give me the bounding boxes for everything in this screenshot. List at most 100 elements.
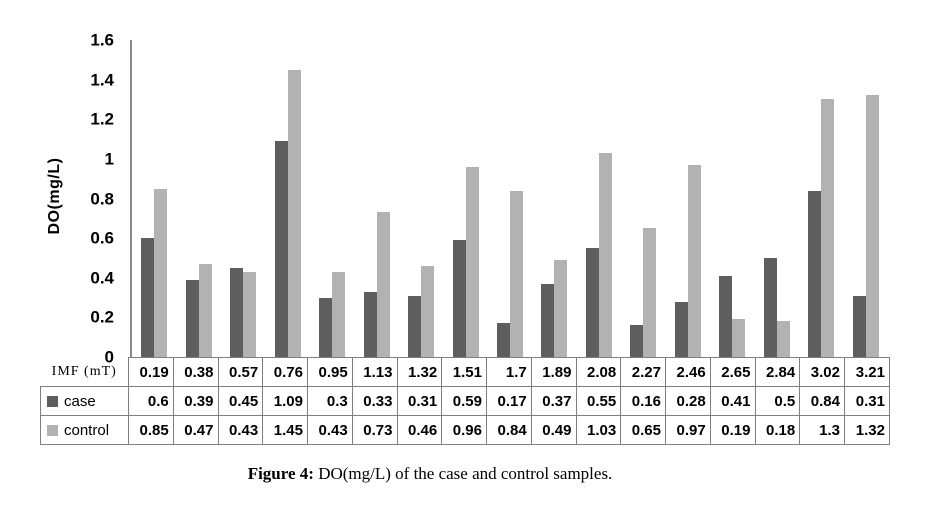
value-cell: 0.28 bbox=[665, 386, 711, 416]
bar-control bbox=[243, 271, 257, 357]
category-cell: 1.89 bbox=[530, 357, 577, 387]
bar-control bbox=[687, 164, 701, 357]
y-tick-label: 0.6 bbox=[90, 228, 114, 248]
value-cell: 0.43 bbox=[307, 415, 353, 445]
bar-group bbox=[799, 40, 843, 357]
bar-control bbox=[643, 228, 657, 357]
table-row-case: case 0.6 0.39 0.45 1.09 0.3 0.33 0.31 0.59 0.17 0.… bbox=[40, 386, 890, 416]
bar-control bbox=[598, 152, 612, 357]
category-cell: 1.32 bbox=[396, 357, 443, 387]
value-cell: 0.39 bbox=[172, 386, 219, 416]
bar-control bbox=[865, 95, 879, 357]
bar-case bbox=[852, 295, 866, 357]
bar-control bbox=[509, 190, 523, 357]
series-name-label: control bbox=[64, 421, 110, 439]
bar-case bbox=[141, 238, 155, 357]
category-cell: 1.51 bbox=[441, 357, 487, 387]
value-cell: 0.19 bbox=[709, 415, 756, 445]
bar-case bbox=[319, 297, 333, 357]
category-cell: 0.95 bbox=[307, 357, 353, 387]
value-cell: 0.43 bbox=[217, 415, 264, 445]
data-table-body: IMF (mT) 0.19 0.38 0.57 0.76 0.95 1.13 1.32 1.51… bbox=[40, 357, 890, 445]
figure-caption: Figure 4: DO(mg/L) of the case and contr… bbox=[0, 464, 860, 484]
category-cell: 0.19 bbox=[128, 357, 174, 387]
bar-group bbox=[621, 40, 665, 357]
data-table: IMF (mT) 0.19 0.38 0.57 0.76 0.95 1.13 1.32 1.51… bbox=[40, 357, 890, 445]
value-cell: 1.03 bbox=[575, 415, 622, 445]
value-cell: 0.6 bbox=[128, 386, 174, 416]
bar-case bbox=[630, 325, 644, 357]
bar-group bbox=[354, 40, 398, 357]
y-tick-label: 0.2 bbox=[90, 307, 114, 327]
category-cell: 2.08 bbox=[575, 357, 622, 387]
bar-group bbox=[710, 40, 754, 357]
bar-case bbox=[363, 291, 377, 357]
value-cell: 0.16 bbox=[620, 386, 666, 416]
bar-control bbox=[154, 188, 168, 357]
bar-control bbox=[287, 69, 301, 357]
bar-control bbox=[821, 99, 835, 357]
bar-group bbox=[488, 40, 532, 357]
caption-prefix: Figure 4: bbox=[247, 464, 314, 483]
bar-case bbox=[408, 295, 422, 357]
series-name-label: case bbox=[64, 392, 96, 410]
value-cell: 0.84 bbox=[486, 415, 532, 445]
value-cell: 0.97 bbox=[665, 415, 711, 445]
y-tick-label: 1 bbox=[104, 149, 114, 169]
category-cell: 2.46 bbox=[665, 357, 711, 387]
value-cell: 0.96 bbox=[441, 415, 487, 445]
value-cell: 0.17 bbox=[486, 386, 532, 416]
x-axis-title-cell: IMF (mT) bbox=[51, 363, 117, 379]
y-tick-label: 1.2 bbox=[90, 109, 114, 129]
bar-control bbox=[732, 319, 746, 357]
legend-cell-control: control bbox=[40, 415, 129, 445]
value-cell: 1.32 bbox=[844, 415, 890, 445]
legend-cell-case: case bbox=[40, 386, 129, 416]
bar-group bbox=[176, 40, 220, 357]
table-row-categories: IMF (mT) 0.19 0.38 0.57 0.76 0.95 1.13 1.32 1.51… bbox=[41, 357, 890, 387]
value-cell: 0.65 bbox=[620, 415, 666, 445]
value-cell: 1.09 bbox=[262, 386, 308, 416]
bar-control bbox=[776, 321, 790, 357]
bar-case bbox=[452, 240, 466, 357]
bar-case bbox=[496, 323, 510, 357]
y-tick-label: 0.4 bbox=[90, 268, 114, 288]
category-cell: 1.7 bbox=[486, 357, 532, 387]
category-cell: 2.27 bbox=[620, 357, 666, 387]
bar-group bbox=[532, 40, 576, 357]
value-cell: 0.49 bbox=[530, 415, 577, 445]
value-cell: 0.46 bbox=[396, 415, 443, 445]
value-cell: 0.41 bbox=[709, 386, 756, 416]
bar-case bbox=[274, 141, 288, 357]
y-tick-label: 0.8 bbox=[90, 189, 114, 208]
bar-control bbox=[198, 263, 212, 357]
value-cell: 0.45 bbox=[217, 386, 264, 416]
bar-case bbox=[541, 283, 555, 357]
y-axis-ticks: 0 0.2 0.4 0.6 0.8 1 1.2 1.4 1.6 bbox=[0, 32, 122, 366]
bar-group bbox=[310, 40, 354, 357]
y-tick-label: 1.6 bbox=[90, 30, 114, 50]
bar-control bbox=[554, 259, 568, 357]
value-cell: 0.59 bbox=[441, 386, 487, 416]
bar-group bbox=[844, 40, 888, 357]
bar-group bbox=[221, 40, 265, 357]
category-cell: 3.21 bbox=[844, 357, 890, 387]
bar-group bbox=[443, 40, 487, 357]
value-cell: 0.73 bbox=[351, 415, 398, 445]
bar-control bbox=[465, 166, 479, 357]
y-tick-label: 1.4 bbox=[90, 70, 114, 90]
value-cell: 0.84 bbox=[799, 386, 845, 416]
bar-case bbox=[185, 279, 199, 357]
bar-group bbox=[666, 40, 710, 357]
value-cell: 0.55 bbox=[575, 386, 622, 416]
value-cell: 1.45 bbox=[262, 415, 308, 445]
value-cell: 1.3 bbox=[799, 415, 845, 445]
bar-group bbox=[755, 40, 799, 357]
category-cell: 3.02 bbox=[799, 357, 845, 387]
bar-group bbox=[399, 40, 443, 357]
caption-text: DO(mg/L) of the case and control samples… bbox=[313, 464, 613, 483]
category-cell: 2.84 bbox=[754, 357, 801, 387]
plot-area bbox=[130, 40, 888, 357]
bar-case bbox=[585, 248, 599, 357]
bar-control bbox=[421, 265, 435, 357]
